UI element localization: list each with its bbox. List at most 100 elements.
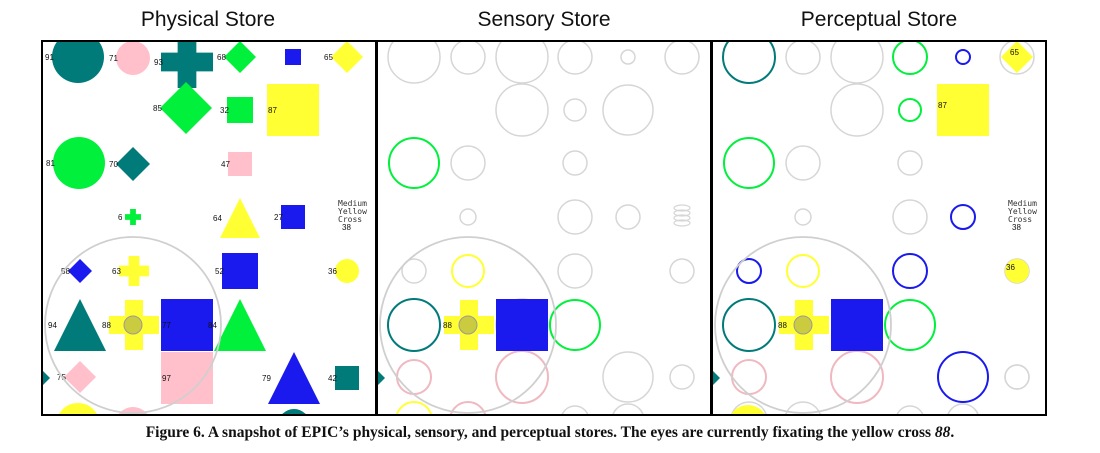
perceptual-yellow-square	[937, 84, 989, 136]
edge-teal-diamond	[712, 370, 720, 386]
object-teal-circle-partial	[281, 409, 307, 415]
parafovea-circle	[379, 236, 557, 414]
sensory-outline-circle	[495, 83, 549, 137]
sensory-outline-circle	[562, 150, 588, 176]
perceptual-outline-circle	[736, 258, 762, 284]
edge-teal-diamond	[377, 370, 385, 386]
sensory-store-panel: 88	[377, 41, 700, 415]
object-teal-cross	[161, 41, 213, 88]
perceptual-outline-circle	[785, 145, 821, 181]
fixation-point	[123, 315, 143, 335]
sensory-outline-circle	[602, 351, 654, 403]
sensory-outline-circle	[669, 364, 695, 390]
perceptual-outline-circle	[785, 41, 821, 75]
caption-text: Figure 6. A snapshot of EPIC’s physical,…	[145, 424, 935, 441]
sensory-outline-circle	[449, 401, 487, 415]
perceptual-outline-circle	[722, 298, 776, 352]
object-green-square	[227, 97, 253, 123]
object-green-diamond	[224, 41, 256, 73]
object-pink-square	[228, 152, 252, 176]
sensory-outline-circle	[602, 84, 654, 136]
object-label: 77	[162, 321, 171, 330]
sensory-outline-circle	[549, 299, 601, 351]
physical-store-panel: 91 71 93 68 65 85 32 87 81 70 47 6 64 27 58 63 52 36 94 88 7…	[42, 41, 367, 415]
sensory-outline-circle	[388, 137, 440, 189]
object-label: 70	[109, 160, 118, 169]
object-label: 84	[208, 321, 217, 330]
object-blue-triangle	[268, 352, 320, 404]
text-object-label: 38	[342, 223, 351, 232]
object-yellow-triangle	[220, 198, 260, 238]
perceptual-outline-circle	[896, 405, 924, 415]
object-label: 93	[154, 58, 163, 67]
perceptual-outline-circle	[794, 208, 812, 226]
caption-fixated-object: 88	[934, 424, 951, 441]
sensory-outline-circle	[563, 98, 587, 122]
perceptual-outline-circle	[892, 253, 928, 289]
object-pink-circle	[116, 41, 150, 75]
perceptual-store-frame	[711, 40, 1047, 416]
perceptual-outline-circle	[892, 41, 928, 75]
sensory-outline-circle	[669, 258, 695, 284]
sensory-outline-circle	[561, 405, 589, 415]
object-label: 79	[262, 374, 271, 383]
perceptual-outline-circle	[950, 204, 976, 230]
perceptual-outline-circle	[897, 150, 923, 176]
text-object-line: Yellow	[338, 207, 367, 216]
sensory-outline-circle	[612, 403, 644, 415]
sensory-outline-circle	[396, 359, 432, 395]
perceptual-outline-circle	[892, 199, 928, 235]
object-green-cross	[125, 209, 141, 225]
object-label: 91	[45, 53, 54, 62]
fixated-object-label: 88	[778, 321, 787, 330]
object-label: 97	[162, 374, 171, 383]
perceptual-outline-circle	[937, 351, 989, 403]
perceptual-outline-circle	[784, 401, 822, 415]
sensory-text-blob	[673, 219, 691, 227]
perceptual-yellow-diamond	[1001, 41, 1033, 73]
text-object-label: 38	[1012, 223, 1021, 232]
sensory-outline-circle	[459, 208, 477, 226]
object-pink-diamond	[64, 361, 96, 393]
sensory-outline-circle	[450, 145, 486, 181]
object-label: 71	[109, 54, 118, 63]
perceptual-yellow-circle-partial	[730, 405, 766, 415]
parafovea-circle	[44, 236, 222, 414]
object-label: 47	[221, 160, 230, 169]
sensory-outline-circle	[557, 253, 593, 289]
object-yellow-square	[267, 84, 319, 136]
text-object-line: Medium	[1008, 199, 1037, 208]
object-label: 27	[274, 213, 283, 222]
object-label: 63	[112, 267, 121, 276]
sensory-outline-circle	[495, 41, 549, 84]
fixated-object-label: 88	[443, 321, 452, 330]
sensory-outline-circle	[664, 41, 700, 75]
object-label: 88	[102, 321, 111, 330]
object-teal-circle	[52, 41, 104, 83]
sensory-outline-circle	[557, 199, 593, 235]
object-blue-square	[281, 205, 305, 229]
perceptual-outline-circle	[830, 83, 884, 137]
sensory-outline-circle	[395, 401, 433, 415]
figure-caption: Figure 6. A snapshot of EPIC’s physical,…	[0, 424, 1100, 442]
perceptual-object-label: 36	[1006, 263, 1015, 272]
sensory-outline-circle	[451, 254, 485, 288]
object-label: 36	[328, 267, 337, 276]
object-blue-square	[222, 253, 258, 289]
perceptual-outline-circle	[999, 41, 1035, 75]
object-green-triangle	[214, 299, 266, 351]
foveal-blue-square	[831, 299, 883, 351]
perceptual-object-label: 65	[1010, 48, 1019, 57]
object-label: 6	[118, 213, 123, 222]
perceptual-outline-circle	[731, 359, 767, 395]
sensory-text-blob	[673, 214, 691, 222]
sensory-outline-circle	[387, 41, 441, 84]
object-label: 94	[48, 321, 57, 330]
object-label: 87	[268, 106, 277, 115]
object-label: 64	[213, 214, 222, 223]
object-green-diamond	[160, 82, 212, 134]
object-label: 68	[217, 53, 226, 62]
perceptual-outline-circle	[955, 49, 971, 65]
parafovea-circle	[714, 236, 892, 414]
